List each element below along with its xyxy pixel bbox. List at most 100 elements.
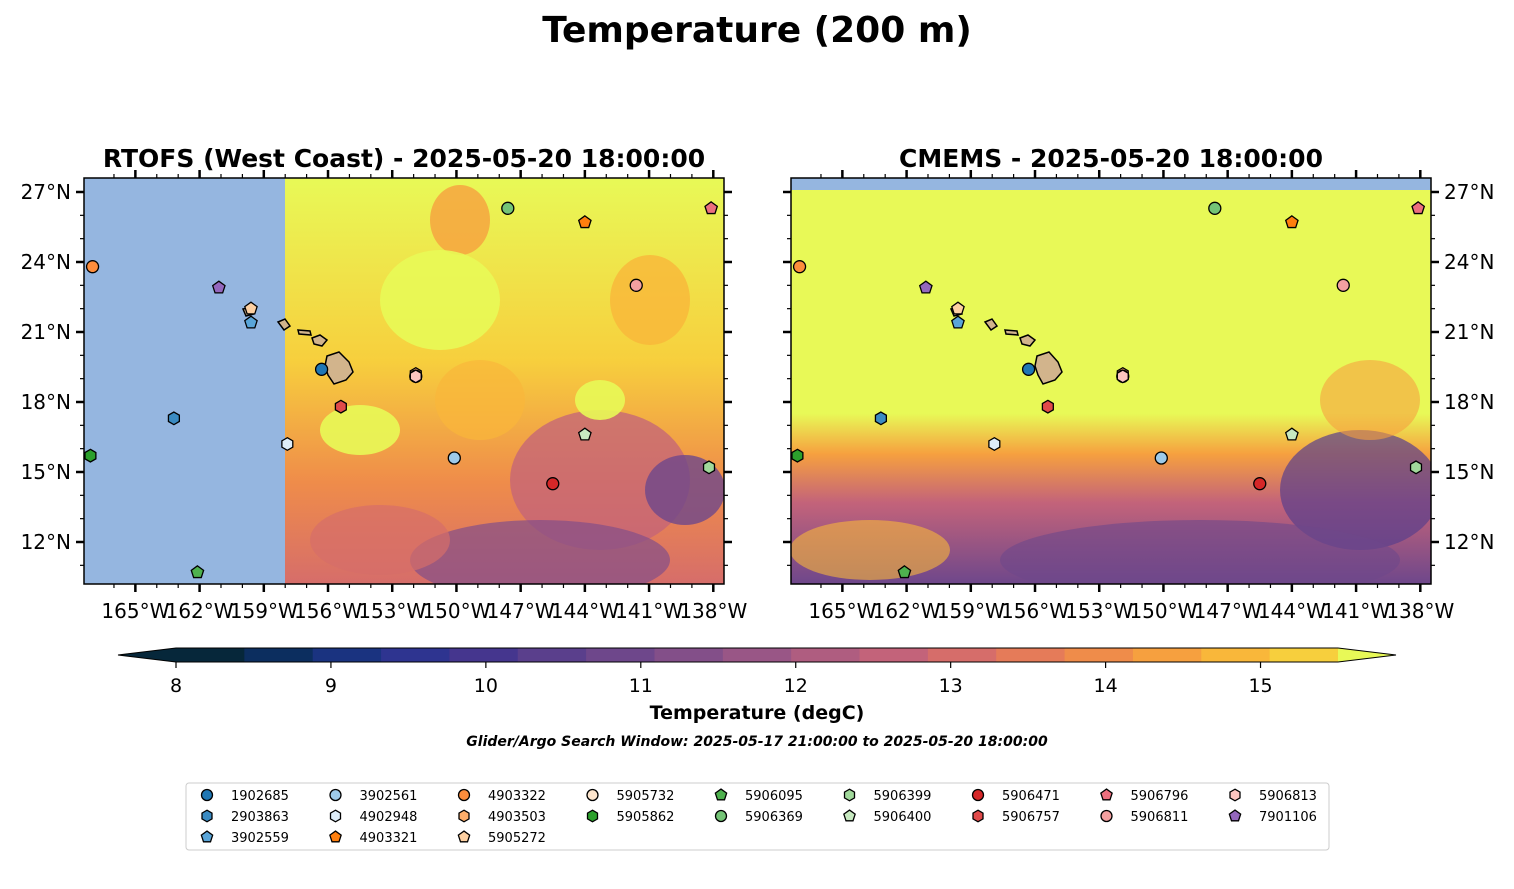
legend-label-5906757: 5906757: [1002, 810, 1060, 825]
legend-marker-5906369: [714, 809, 728, 823]
legend-label-4903321: 4903321: [360, 831, 418, 846]
lon-tick-label: 144°W: [1258, 599, 1326, 623]
rtofs-markers: [84, 201, 719, 579]
maui: [311, 334, 329, 347]
rtofs-map: [84, 178, 724, 584]
legend-marker-3902561: [329, 788, 342, 802]
colorbar-segment: [1201, 648, 1271, 662]
colorbar-tick-label: 11: [629, 675, 653, 697]
colorbar-segment: [449, 648, 519, 662]
lat-tick-label: 15°N: [1444, 460, 1494, 484]
float-marker-4903321: [1284, 215, 1299, 229]
legend-marker-5906813: [1229, 788, 1241, 802]
legend-label-7901106: 7901106: [1259, 810, 1317, 825]
figure-title: Temperature (200 m): [542, 10, 972, 51]
legend-label-1902685: 1902685: [231, 789, 289, 804]
lon-tick-label: 162°W: [873, 599, 941, 623]
legend-label-5906095: 5906095: [745, 789, 803, 804]
legend-marker-7901106: [1228, 809, 1242, 822]
float-marker-1902685: [314, 362, 329, 376]
legend-label-5906811: 5906811: [1131, 810, 1189, 825]
colorbar-segment: [927, 648, 997, 662]
lat-tick-label: 12°N: [1444, 530, 1494, 554]
hawaii-big-island: [1034, 351, 1063, 385]
oahu: [276, 318, 292, 332]
lon-tick-label: 141°W: [615, 599, 683, 623]
float-marker-5906471: [546, 477, 560, 491]
lon-tick-label: 150°W: [1129, 599, 1197, 623]
lon-tick-label: 144°W: [551, 599, 619, 623]
cmems-nodata-strip: [791, 178, 1431, 190]
float-marker-5906471: [1253, 477, 1267, 491]
legend-marker-4903321: [329, 830, 342, 843]
colorbar-tick-label: 8: [170, 675, 182, 697]
legend-label-5905732: 5905732: [617, 789, 675, 804]
cmems-panel-title: CMEMS - 2025-05-20 18:00:00: [899, 144, 1323, 173]
cmems-land: [949, 306, 1063, 385]
colorbar-tick-label: 13: [939, 675, 963, 697]
lon-tick-label: 159°W: [937, 599, 1005, 623]
lat-tick-label: 21°N: [21, 320, 71, 344]
colorbar-label: Temperature (degC): [650, 702, 865, 724]
float-marker-5906811: [1336, 278, 1350, 292]
lon-tick-label: 150°W: [422, 599, 490, 623]
legend-label-4902948: 4902948: [360, 810, 418, 825]
colorbar-over-arrow: [1338, 648, 1396, 662]
colorbar-tick-label: 15: [1248, 675, 1272, 697]
float-marker-5906095: [190, 565, 205, 579]
legend-marker-5905272: [457, 830, 471, 843]
legend-label-3902561: 3902561: [360, 789, 418, 804]
float-marker-5906757: [1041, 399, 1054, 414]
float-marker-5906369: [501, 201, 515, 215]
float-marker-5906369: [1208, 201, 1222, 215]
rtofs-axes: 165°W162°W159°W156°W153°W150°W147°W144°W…: [21, 170, 747, 623]
colorbar-segment: [517, 648, 587, 662]
lon-tick-label: 159°W: [230, 599, 298, 623]
legend-marker-2903863: [201, 809, 213, 823]
float-marker-5906796: [1411, 201, 1426, 215]
colorbar-segment: [176, 648, 245, 662]
float-marker-5906811: [629, 278, 643, 292]
legend-marker-4902948: [329, 809, 342, 823]
legend-marker-5906471: [971, 788, 985, 802]
float-marker-3902559: [951, 315, 965, 329]
rtofs-frame: [83, 177, 725, 585]
lon-tick-label: 138°W: [1386, 599, 1454, 623]
lat-tick-label: 24°N: [1444, 250, 1494, 274]
lon-tick-label: 147°W: [1194, 599, 1262, 623]
float-marker-5905272: [244, 301, 258, 315]
lat-tick-label: 12°N: [21, 530, 71, 554]
rtofs-panel: RTOFS (West Coast) - 2025-05-20 18:00:00: [21, 144, 748, 623]
colorbar-segment: [1064, 648, 1134, 662]
legend-label-4903322: 4903322: [488, 789, 546, 804]
lon-tick-label: 138°W: [679, 599, 747, 623]
legend-label-5905862: 5905862: [617, 810, 675, 825]
maui: [1019, 334, 1037, 347]
colorbar-segment: [791, 648, 861, 662]
legend-items: 1902685 2903863 3902559 3902561 4902948 49033…: [200, 788, 1317, 846]
float-marker-5905862: [791, 448, 804, 463]
legend-label-4903503: 4903503: [488, 810, 546, 825]
legend-marker-4903503: [458, 809, 470, 823]
search-window-note: Glider/Argo Search Window: 2025-05-17 21…: [466, 734, 1048, 750]
float-marker-5906399: [1409, 460, 1423, 475]
legend-label-5906813: 5906813: [1259, 789, 1317, 804]
float-marker-3902561: [1154, 451, 1168, 465]
legend-label-2903863: 2903863: [231, 810, 289, 825]
legend-label-5906796: 5906796: [1131, 789, 1189, 804]
colorbar-tick-label: 10: [474, 675, 498, 697]
legend-marker-5906796: [1100, 788, 1113, 801]
float-marker-5906095: [897, 565, 912, 579]
legend-marker-3902559: [200, 830, 214, 843]
float-marker-5906813: [409, 369, 422, 384]
legend-marker-1902685: [200, 788, 214, 802]
lat-tick-label: 27°N: [1444, 180, 1494, 204]
legend-label-5906369: 5906369: [745, 810, 803, 825]
legend-label-5906400: 5906400: [874, 810, 932, 825]
lat-tick-label: 18°N: [21, 390, 71, 414]
oahu: [983, 318, 999, 332]
lon-tick-label: 141°W: [1322, 599, 1390, 623]
float-marker-4903322: [85, 260, 100, 274]
legend-marker-5906811: [1100, 809, 1113, 823]
